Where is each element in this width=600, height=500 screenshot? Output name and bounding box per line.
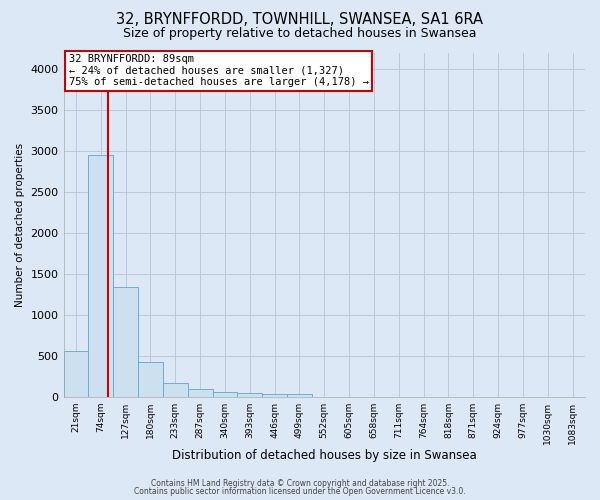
Bar <box>138 362 163 397</box>
Bar <box>212 392 238 397</box>
Bar <box>163 382 188 397</box>
Text: Contains public sector information licensed under the Open Government Licence v3: Contains public sector information licen… <box>134 487 466 496</box>
Bar <box>238 394 262 397</box>
Bar <box>113 287 138 397</box>
Bar <box>64 351 88 397</box>
Y-axis label: Number of detached properties: Number of detached properties <box>15 142 25 307</box>
Text: Contains HM Land Registry data © Crown copyright and database right 2025.: Contains HM Land Registry data © Crown c… <box>151 478 449 488</box>
Text: 32, BRYNFFORDD, TOWNHILL, SWANSEA, SA1 6RA: 32, BRYNFFORDD, TOWNHILL, SWANSEA, SA1 6… <box>116 12 484 28</box>
Text: 32 BRYNFFORDD: 89sqm
← 24% of detached houses are smaller (1,327)
75% of semi-de: 32 BRYNFFORDD: 89sqm ← 24% of detached h… <box>69 54 369 88</box>
Bar <box>188 389 212 397</box>
X-axis label: Distribution of detached houses by size in Swansea: Distribution of detached houses by size … <box>172 450 476 462</box>
Text: Size of property relative to detached houses in Swansea: Size of property relative to detached ho… <box>123 28 477 40</box>
Bar <box>287 394 312 397</box>
Bar <box>88 155 113 397</box>
Bar <box>262 394 287 397</box>
